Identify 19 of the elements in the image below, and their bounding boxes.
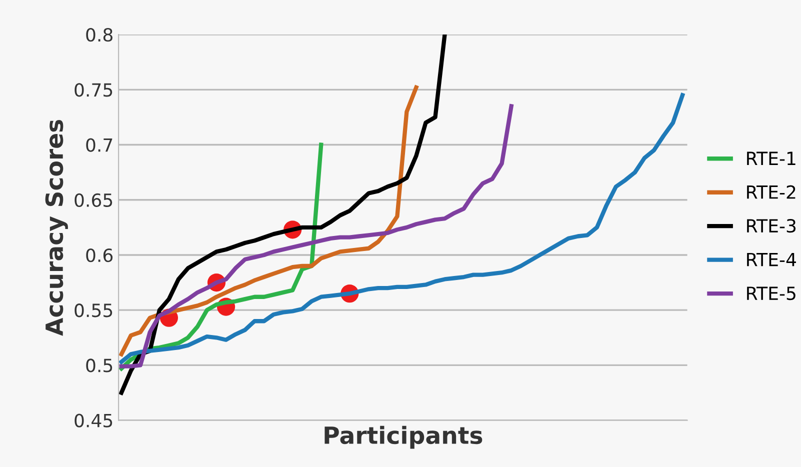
y-tick-label: 0.6 xyxy=(86,248,113,262)
y-axis-title: Accuracy Scores xyxy=(45,120,68,336)
y-tick-label: 0.55 xyxy=(74,304,112,318)
y-tick-label: 0.7 xyxy=(86,138,112,152)
x-axis-title: Participants xyxy=(324,426,482,449)
legend-label: RTE-3 xyxy=(747,219,796,233)
y-tick-label: 0.75 xyxy=(74,83,112,97)
line-series xyxy=(119,34,447,395)
line-series xyxy=(119,93,685,364)
y-tick-label: 0.8 xyxy=(86,28,112,42)
legend-label: RTE-2 xyxy=(747,185,796,199)
y-tick-label: 0.45 xyxy=(74,414,112,428)
legend-label: RTE-5 xyxy=(747,286,796,300)
legend-label: RTE-4 xyxy=(747,252,796,266)
y-tick-label: 0.5 xyxy=(86,358,112,372)
line-series xyxy=(119,104,514,368)
legend-label: RTE-1 xyxy=(747,152,796,165)
line-series xyxy=(119,85,418,356)
y-tick-label: 0.65 xyxy=(74,193,112,207)
